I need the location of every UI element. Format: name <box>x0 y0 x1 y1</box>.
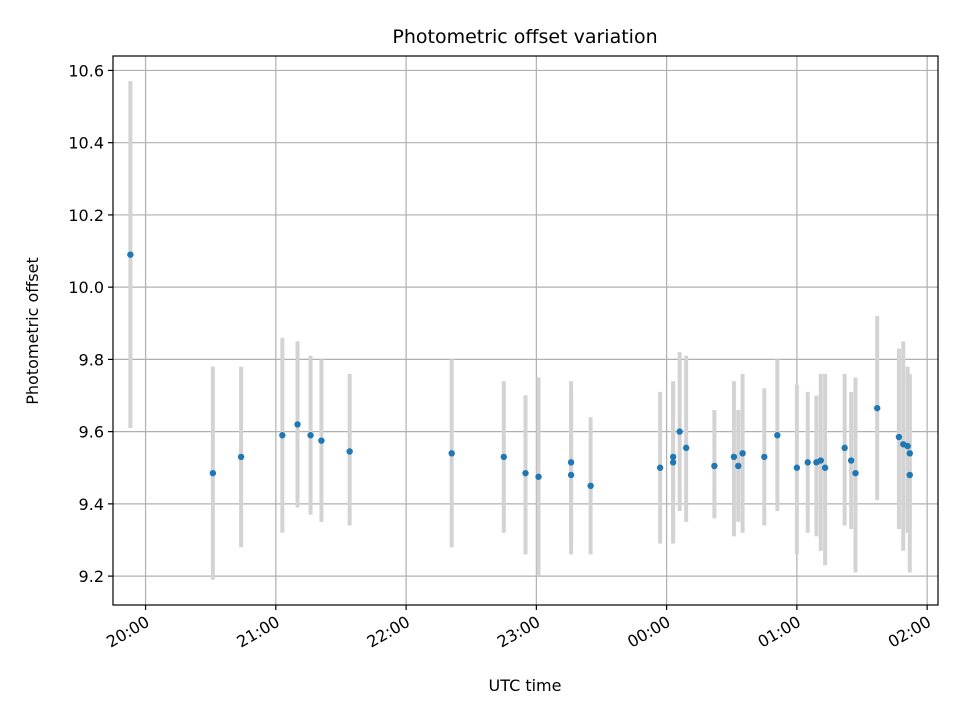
data-point <box>874 404 881 412</box>
data-point <box>318 437 325 444</box>
data-point <box>895 433 903 441</box>
y-axis-title: Photometric offset <box>23 257 42 405</box>
data-point <box>294 421 301 428</box>
y-tick-label: 10.0 <box>68 278 104 297</box>
data-point <box>793 464 801 471</box>
data-point <box>237 453 245 461</box>
data-point <box>841 444 848 452</box>
data-point <box>761 453 768 461</box>
x-axis-title: UTC time <box>489 676 562 695</box>
data-point <box>730 453 738 461</box>
data-point <box>904 442 911 450</box>
y-tick-label: 10.2 <box>68 206 104 225</box>
data-point <box>279 432 286 439</box>
data-point <box>567 471 575 479</box>
data-point <box>522 469 529 477</box>
plot-frame <box>112 55 939 606</box>
data-point <box>711 462 718 470</box>
data-point <box>821 464 829 471</box>
data-point <box>676 428 683 435</box>
data-point <box>817 457 824 464</box>
y-tick-label: 10.6 <box>68 61 104 80</box>
data-point <box>669 459 677 466</box>
data-point <box>656 464 664 471</box>
y-tick-label: 9.8 <box>79 350 104 369</box>
y-tick-label: 9.6 <box>79 423 104 442</box>
data-points <box>127 251 913 490</box>
data-point <box>346 448 353 455</box>
chart-title: Photometric offset variation <box>392 26 657 48</box>
data-point <box>500 453 507 461</box>
data-point <box>804 459 811 466</box>
data-point <box>567 459 575 466</box>
data-point <box>852 469 859 477</box>
data-point <box>774 432 781 439</box>
data-point <box>847 457 855 464</box>
data-point <box>682 444 690 452</box>
y-tick-label: 9.4 <box>79 495 104 514</box>
y-tick-label: 10.4 <box>68 134 104 153</box>
data-point <box>735 462 742 470</box>
data-point <box>587 482 594 490</box>
data-point <box>535 473 542 480</box>
data-point <box>906 450 913 457</box>
data-point <box>127 251 134 258</box>
y-tick-label: 9.2 <box>79 567 104 586</box>
data-point <box>307 432 314 439</box>
data-point <box>209 469 217 477</box>
y-axis-ticks: 9.2 9.4 9.6 9.8 10.0 10.2 10.4 10.6 <box>68 61 113 586</box>
data-point <box>739 450 746 457</box>
grid-lines <box>113 56 938 605</box>
data-point <box>906 471 913 479</box>
data-point <box>448 450 455 457</box>
data-point <box>669 453 677 461</box>
